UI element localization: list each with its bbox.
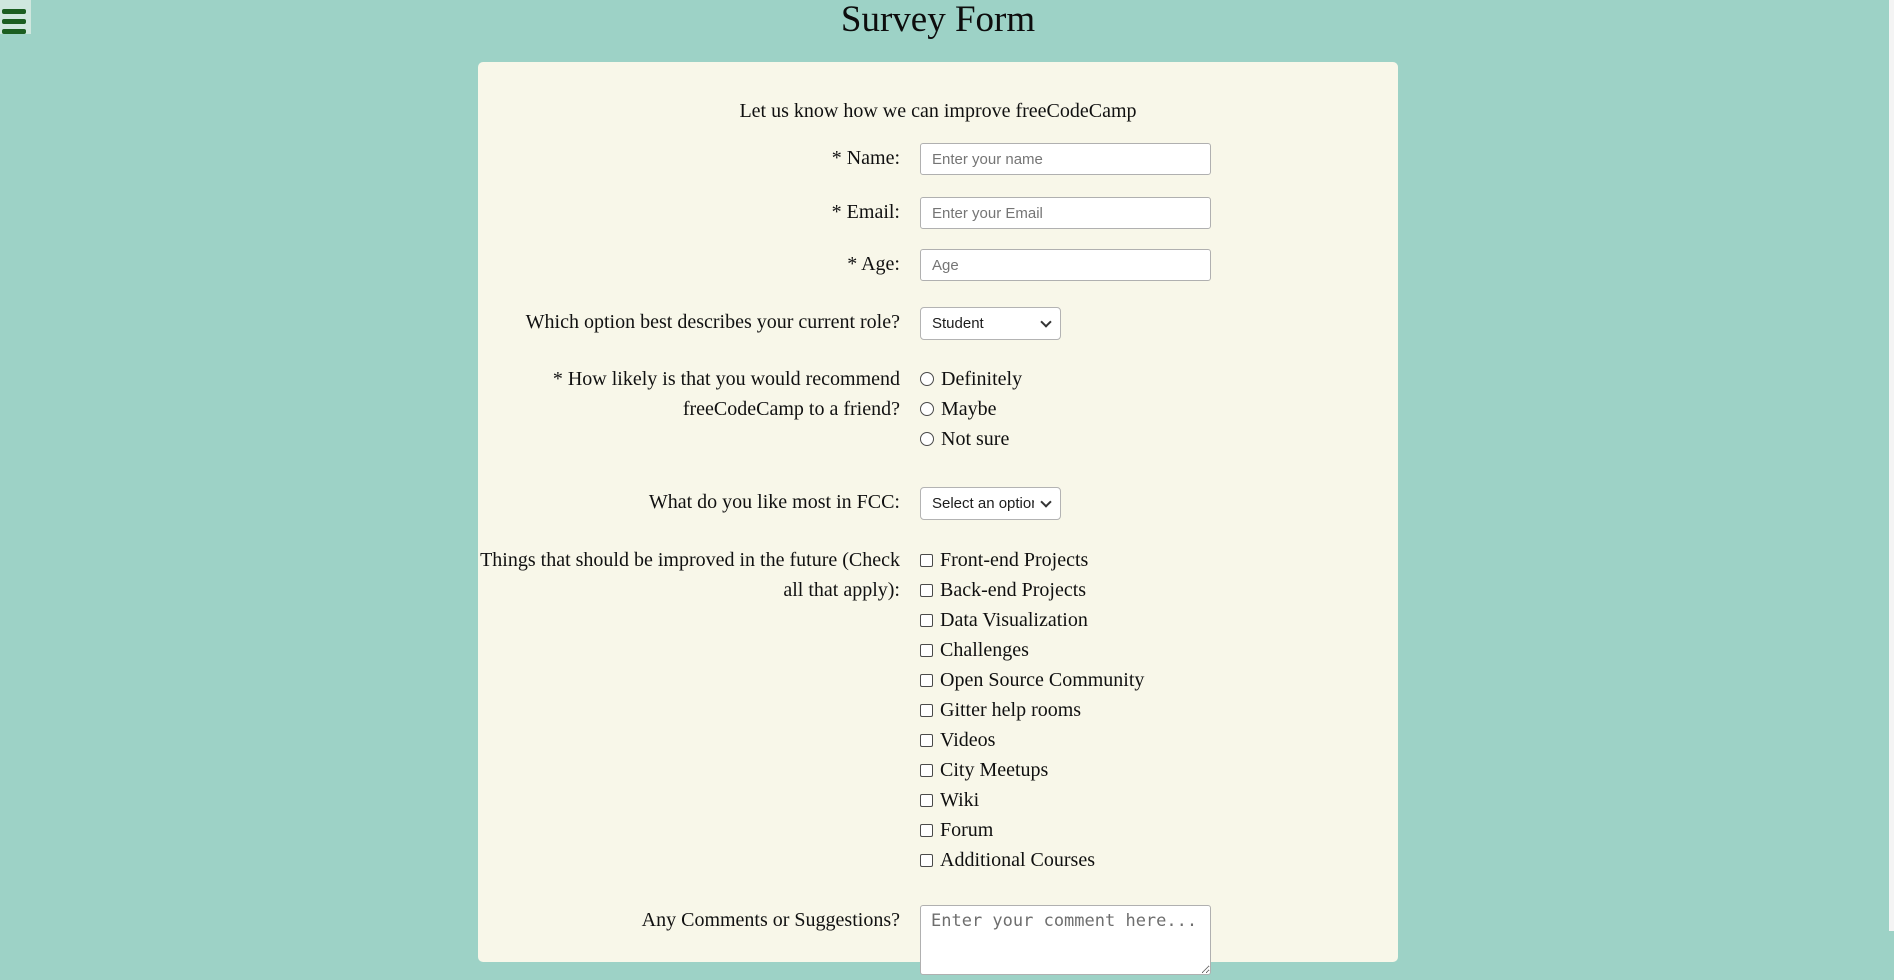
radio-definitely[interactable]: [920, 372, 934, 386]
radio-option-not-sure[interactable]: Not sure: [920, 424, 1398, 454]
checkbox-label: Additional Courses: [940, 848, 1095, 871]
checkbox-label: Challenges: [940, 638, 1029, 661]
field-row-age: * Age:: [478, 249, 1398, 281]
survey-form-card: Let us know how we can improve freeCodeC…: [478, 62, 1398, 975]
checkbox-label: Front-end Projects: [940, 548, 1089, 571]
age-label: * Age:: [847, 253, 900, 275]
checkbox-option-additional-courses[interactable]: Additional Courses: [920, 845, 1398, 875]
menu-button[interactable]: [0, 0, 31, 34]
role-select[interactable]: Student: [920, 307, 1061, 340]
radio-label: Not sure: [941, 427, 1010, 450]
checkbox-option-back-end-projects[interactable]: Back-end Projects: [920, 575, 1398, 605]
checkbox-label: Wiki: [940, 788, 980, 811]
comments-textarea[interactable]: [920, 905, 1211, 975]
email-input[interactable]: [920, 197, 1211, 229]
checkbox-option-open-source-community[interactable]: Open Source Community: [920, 665, 1398, 695]
radio-maybe[interactable]: [920, 402, 934, 416]
page-content: Survey Form Let us know how we can impro…: [478, 0, 1398, 975]
hamburger-bar: [2, 29, 26, 34]
hamburger-bar: [2, 9, 26, 14]
checkbox-wiki[interactable]: [920, 793, 933, 807]
radio-label: Definitely: [941, 367, 1023, 390]
favorite-select[interactable]: Select an option: [920, 487, 1061, 520]
field-row-name: * Name:: [478, 143, 1398, 175]
field-row-favorite: What do you like most in FCC: Select an …: [478, 487, 1398, 520]
checkbox-front-end-projects[interactable]: [920, 553, 933, 567]
checkbox-option-videos[interactable]: Videos: [920, 725, 1398, 755]
field-row-role: Which option best describes your current…: [478, 307, 1398, 340]
checkbox-data-visualization[interactable]: [920, 613, 933, 627]
checkbox-back-end-projects[interactable]: [920, 583, 933, 597]
checkbox-videos[interactable]: [920, 733, 933, 747]
checkbox-option-wiki[interactable]: Wiki: [920, 785, 1398, 815]
radio-label: Maybe: [941, 397, 997, 420]
email-label: * Email:: [831, 201, 900, 223]
checkbox-label: Gitter help rooms: [940, 698, 1082, 721]
checkbox-option-front-end-projects[interactable]: Front-end Projects: [920, 545, 1398, 575]
checkbox-option-city-meetups[interactable]: City Meetups: [920, 755, 1398, 785]
radio-not-sure[interactable]: [920, 432, 934, 446]
checkbox-open-source-community[interactable]: [920, 673, 933, 687]
hamburger-icon: [2, 9, 31, 34]
checkbox-label: City Meetups: [940, 758, 1049, 781]
improvements-label: Things that should be improved in the fu…: [480, 549, 900, 601]
checkbox-forum[interactable]: [920, 823, 933, 837]
age-input[interactable]: [920, 249, 1211, 281]
checkbox-option-data-visualization[interactable]: Data Visualization: [920, 605, 1398, 635]
checkbox-gitter-help-rooms[interactable]: [920, 703, 933, 717]
field-row-recommend: * How likely is that you would recommend…: [478, 364, 1398, 454]
radio-option-definitely[interactable]: Definitely: [920, 364, 1398, 394]
field-row-improvements: Things that should be improved in the fu…: [478, 545, 1398, 875]
checkbox-label: Back-end Projects: [940, 578, 1087, 601]
checkbox-option-challenges[interactable]: Challenges: [920, 635, 1398, 665]
recommend-radio-group: Definitely Maybe Not sure: [920, 364, 1398, 454]
favorite-label: What do you like most in FCC:: [648, 491, 900, 513]
comments-label: Any Comments or Suggestions?: [641, 909, 900, 931]
name-label: * Name:: [831, 147, 900, 169]
radio-option-maybe[interactable]: Maybe: [920, 394, 1398, 424]
hamburger-bar: [2, 19, 26, 24]
checkbox-label: Forum: [940, 818, 994, 841]
checkbox-label: Videos: [940, 728, 996, 751]
improvements-checkbox-group: Front-end Projects Back-end Projects Dat…: [920, 545, 1398, 875]
checkbox-option-gitter-help-rooms[interactable]: Gitter help rooms: [920, 695, 1398, 725]
page-title: Survey Form: [840, 0, 1036, 40]
scrollbar-track[interactable]: [1889, 0, 1894, 931]
checkbox-city-meetups[interactable]: [920, 763, 933, 777]
checkbox-label: Data Visualization: [940, 608, 1088, 631]
recommend-label: * How likely is that you would recommend…: [552, 368, 900, 420]
field-row-email: * Email:: [478, 197, 1398, 229]
checkbox-option-forum[interactable]: Forum: [920, 815, 1398, 845]
field-row-comments: Any Comments or Suggestions?: [478, 905, 1398, 980]
form-description: Let us know how we can improve freeCodeC…: [739, 100, 1137, 122]
role-label: Which option best describes your current…: [525, 311, 900, 333]
checkbox-challenges[interactable]: [920, 643, 933, 657]
name-input[interactable]: [920, 143, 1211, 175]
checkbox-additional-courses[interactable]: [920, 853, 933, 867]
checkbox-label: Open Source Community: [940, 668, 1145, 691]
